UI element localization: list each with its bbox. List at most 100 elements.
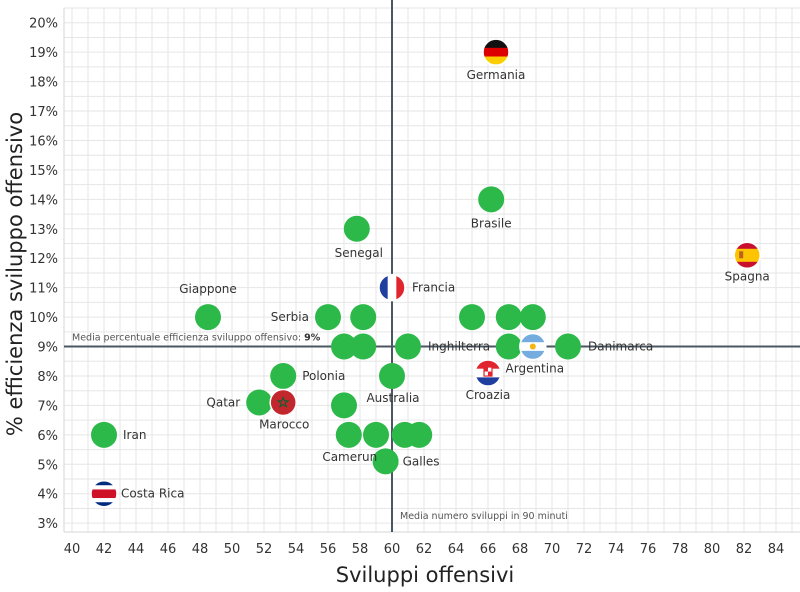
- point-marker: [195, 304, 221, 331]
- y-tick-label: 15%: [29, 164, 58, 179]
- x-tick-label: 84: [768, 542, 785, 557]
- flag-part: [483, 56, 509, 66]
- point-marker: [372, 448, 399, 475]
- point-marker: [555, 333, 581, 360]
- reference-lines: Media numero sviluppi in 90 minuti Media …: [64, 0, 800, 532]
- flag-ring: [269, 388, 297, 417]
- x-reference-label: Media numero sviluppi in 90 minuti: [400, 511, 568, 522]
- x-tick-label: 62: [416, 542, 433, 557]
- data-points: Germania Brasile Senegal Spagna Francia Giapp…: [90, 38, 770, 508]
- x-tick-label: 60: [384, 542, 401, 557]
- y-tick-label: 4%: [37, 488, 58, 503]
- x-tick-label: 78: [672, 542, 689, 557]
- flag-part: [739, 251, 744, 259]
- flag-ring: [519, 332, 547, 361]
- x-tick-label: 54: [288, 542, 305, 557]
- point-marker: [343, 215, 370, 242]
- point-marker: [495, 333, 522, 360]
- data-point: [91, 421, 117, 448]
- x-tick-label: 80: [704, 542, 721, 557]
- data-point: [478, 186, 505, 213]
- point-marker: [395, 333, 421, 360]
- data-point: [343, 215, 370, 242]
- point-label: Iran: [123, 428, 146, 442]
- x-tick-label: 56: [320, 542, 337, 557]
- point-marker: [495, 304, 522, 331]
- flag-ring: [733, 241, 761, 270]
- y-tick-label: 6%: [37, 429, 58, 444]
- point-label: Serbia: [271, 310, 309, 324]
- flag-part: [475, 360, 501, 370]
- y-tick-label: 10%: [29, 311, 58, 326]
- flag-ring: [482, 38, 510, 66]
- x-tick-label: 64: [448, 542, 465, 557]
- point-label: Danimarca: [588, 340, 653, 354]
- y-reference-label: Media percentuale efficienza sviluppo of…: [72, 333, 321, 344]
- data-point: [474, 359, 502, 387]
- data-point: [195, 304, 221, 331]
- point-label: Polonia: [302, 369, 345, 383]
- flag-part: [379, 274, 388, 301]
- point-marker: [406, 421, 433, 448]
- data-point: [482, 38, 510, 66]
- x-tick-label: 70: [544, 542, 561, 557]
- flag-part: [396, 274, 405, 301]
- point-marker: [363, 421, 389, 448]
- flag-france: [379, 274, 405, 301]
- data-point: [269, 388, 297, 417]
- data-point: [459, 304, 485, 331]
- point-label: Brasile: [471, 216, 512, 230]
- data-point: [90, 479, 118, 508]
- data-point: [315, 304, 341, 331]
- data-point: [495, 304, 522, 331]
- data-point: [406, 421, 433, 448]
- point-label: Senegal: [335, 246, 383, 260]
- data-point: [379, 362, 405, 389]
- point-marker: [478, 186, 505, 213]
- point-marker: [91, 421, 117, 448]
- flag-part: [734, 248, 761, 262]
- point-marker: [379, 362, 405, 389]
- flag-ring: [90, 479, 118, 508]
- y-tick-label: 13%: [29, 223, 58, 238]
- x-tick-label: 52: [256, 542, 273, 557]
- data-point: [378, 273, 406, 302]
- x-axis-title: Sviluppi offensivi: [336, 563, 515, 587]
- y-tick-label: 12%: [29, 252, 58, 267]
- y-tick-label: 9%: [37, 341, 58, 356]
- y-tick-label: 8%: [37, 370, 58, 385]
- flag-part: [529, 343, 536, 350]
- y-tick-label: 17%: [29, 105, 58, 120]
- y-tick-label: 11%: [29, 282, 58, 297]
- point-label: Camerun: [322, 450, 377, 464]
- y-tick-label: 19%: [29, 46, 58, 61]
- x-tick-label: 74: [608, 542, 625, 557]
- point-label: Galles: [403, 454, 440, 468]
- flag-part: [276, 396, 290, 408]
- x-tick-label: 42: [96, 542, 113, 557]
- flag-part: [484, 367, 488, 372]
- data-point: [395, 333, 421, 360]
- point-marker: [315, 304, 341, 331]
- point-marker: [350, 333, 377, 360]
- x-tick-label: 82: [736, 542, 753, 557]
- tick-labels: 40 42 44 46 48 50 52 54 56 58 60 62 64 66 68 70 72 74 76 78…: [29, 17, 784, 557]
- flag-part: [387, 274, 397, 301]
- point-label: Spagna: [725, 269, 770, 283]
- data-point: [519, 304, 546, 331]
- point-label: Croazia: [466, 388, 511, 402]
- data-point: [372, 448, 399, 475]
- y-tick-label: 16%: [29, 134, 58, 149]
- point-marker: [459, 304, 485, 331]
- y-tick-label: 20%: [29, 17, 58, 32]
- point-label: Giappone: [179, 282, 237, 296]
- x-tick-label: 50: [224, 542, 241, 557]
- x-tick-label: 58: [352, 542, 369, 557]
- flag-ring: [474, 359, 502, 387]
- data-point: [270, 362, 297, 389]
- flag-croatia: [475, 360, 501, 387]
- y-tick-label: 5%: [37, 458, 58, 473]
- y-axis-title: % efficienza sviluppo offensivo: [3, 112, 27, 436]
- data-point: [555, 333, 581, 360]
- data-point: [733, 241, 761, 270]
